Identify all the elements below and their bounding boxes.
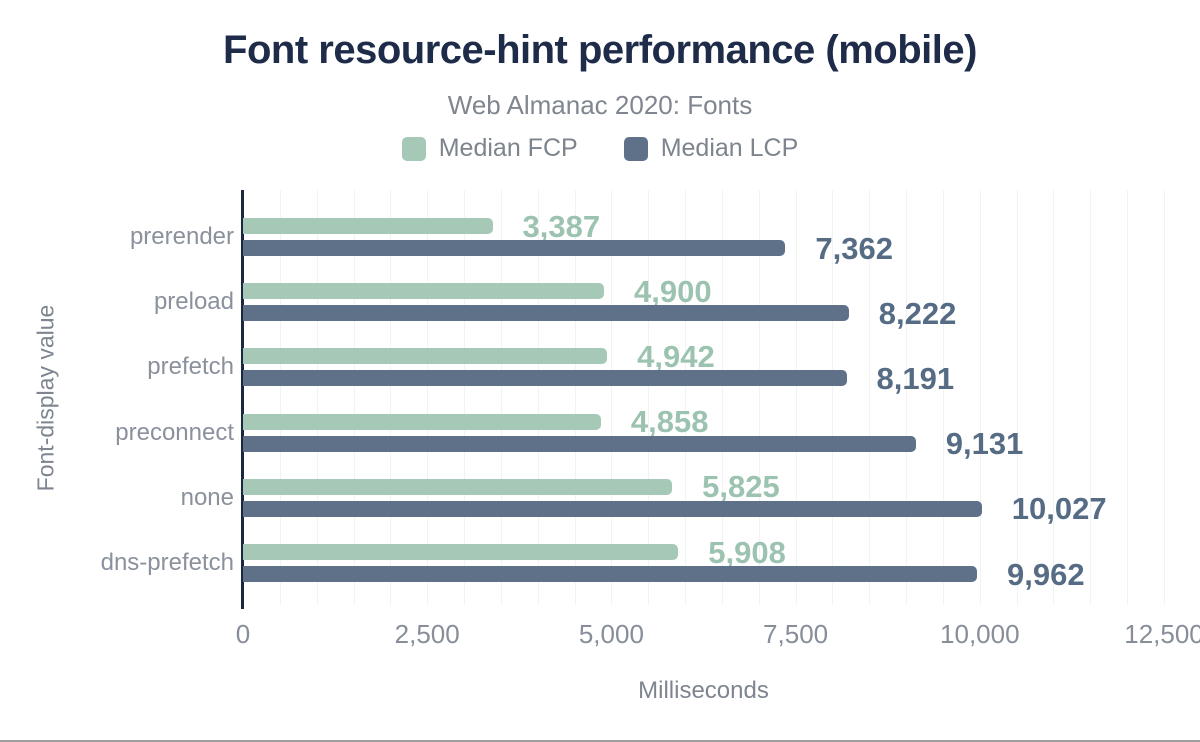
- gridline: [427, 190, 429, 605]
- bar-median-fcp: [243, 218, 493, 234]
- bar-median-fcp: [243, 348, 608, 365]
- gridline: [1164, 190, 1165, 605]
- bar-row: 3,387: [243, 211, 1164, 242]
- bar-value-label: 10,027: [1011, 491, 1107, 527]
- bar-group-prerender: prerender 3,387 7,362: [130, 211, 1164, 264]
- bar-value-label: 8,191: [876, 360, 955, 396]
- bar-value-label: 8,222: [878, 295, 957, 331]
- category-label: preload: [153, 288, 234, 316]
- bar-median-lcp: [243, 435, 916, 452]
- bar-value-label: 9,962: [1007, 556, 1085, 592]
- bar-group-preconnect: preconnect 4,858 9,131: [115, 406, 1164, 459]
- gridline: [279, 190, 281, 605]
- legend-label-fcp: Median FCP: [438, 134, 578, 162]
- category-label: dns-prefetch: [100, 549, 234, 576]
- bar-row: 5,825: [243, 471, 1164, 502]
- gridline: [390, 190, 392, 605]
- bar-value-label: 3,387: [522, 208, 601, 244]
- legend-item-median-fcp: Median FCP: [401, 134, 578, 163]
- bar-group-prefetch: prefetch 4,942 8,191: [147, 341, 1164, 394]
- bar-group-none: none 5,825 10,027: [181, 471, 1164, 524]
- legend-swatch-fcp-icon: [401, 136, 426, 161]
- gridline: [795, 190, 797, 605]
- bar-median-fcp: [243, 544, 679, 560]
- bar-median-lcp: [243, 305, 849, 322]
- gridline: [464, 190, 466, 605]
- y-axis-line: [241, 190, 244, 609]
- bar-row: 4,858: [243, 406, 1164, 437]
- bar-value-label: 9,131: [945, 426, 1024, 462]
- gridline: [942, 190, 944, 605]
- x-tick-label: 7,500: [763, 619, 829, 649]
- x-tick-label: 10,000: [940, 619, 1020, 649]
- bar-row: 8,222: [243, 298, 1164, 329]
- bar-row: 4,900: [243, 276, 1164, 307]
- bar-row: 7,362: [243, 233, 1164, 264]
- bar-row: 4,942: [243, 341, 1164, 372]
- chart-subtitle: Web Almanac 2020: Fonts: [447, 90, 753, 120]
- bar-value-label: 5,908: [708, 534, 786, 570]
- gridline: [832, 190, 834, 605]
- gridline: [648, 190, 650, 605]
- x-tick-label: 2,500: [394, 619, 460, 649]
- gridline: [1053, 190, 1055, 605]
- gridline: [611, 190, 613, 605]
- category-label: none: [180, 483, 234, 511]
- gridline: [574, 190, 576, 605]
- chart-title: Font resource-hint performance (mobile): [223, 28, 977, 72]
- gridline: [721, 190, 723, 605]
- legend-label-lcp: Median LCP: [660, 134, 799, 162]
- bar-group-dns-prefetch: dns-prefetch 5,908 9,962: [101, 537, 1164, 590]
- gridline: [906, 190, 908, 605]
- bar-median-lcp: [243, 370, 847, 387]
- bar-group-preload: preload 4,900 8,222: [154, 276, 1164, 329]
- y-axis-title: Font-display value: [32, 304, 59, 492]
- bar-median-fcp: [243, 283, 605, 300]
- gridline: [1016, 190, 1018, 605]
- bar-median-lcp: [243, 566, 977, 582]
- bar-value-label: 4,942: [637, 338, 715, 374]
- legend-item-median-lcp: Median LCP: [623, 134, 799, 163]
- gridline: [353, 190, 355, 605]
- bar-row: 10,027: [243, 493, 1164, 524]
- gridline: [1090, 190, 1092, 605]
- bar-row: 5,908: [243, 537, 1164, 568]
- bar-value-label: 5,825: [702, 469, 780, 505]
- bar-median-lcp: [243, 500, 982, 517]
- bar-row: 8,191: [243, 363, 1164, 394]
- bar-value-label: 4,858: [630, 404, 709, 440]
- x-axis-title: Milliseconds: [638, 677, 769, 704]
- plot-area: Milliseconds prerender 3,387 7,362 preload 4…: [101, 190, 1200, 704]
- x-tick-label: 5,000: [578, 619, 644, 649]
- category-label: prerender: [129, 223, 234, 250]
- gridline: [1127, 190, 1129, 605]
- gridline: [316, 190, 318, 605]
- gridline: [979, 190, 981, 605]
- window-bottom-edge: [0, 740, 1200, 742]
- bar-value-label: 7,362: [815, 230, 893, 266]
- category-label: prefetch: [147, 353, 234, 381]
- category-label: preconnect: [115, 418, 234, 446]
- legend: Median FCP Median LCP: [0, 134, 1200, 163]
- gridline: [685, 190, 687, 605]
- x-tick-label: 12,500: [1124, 619, 1200, 649]
- gridline: [758, 190, 760, 605]
- bar-row: 9,962: [243, 559, 1164, 590]
- bar-median-fcp: [243, 413, 601, 430]
- legend-swatch-lcp-icon: [623, 136, 648, 161]
- gridline: [500, 190, 502, 605]
- bar-row: 9,131: [243, 428, 1164, 459]
- x-tick-label: 0: [235, 619, 251, 649]
- bar-median-lcp: [243, 240, 786, 256]
- bar-median-fcp: [243, 478, 673, 495]
- gridline: [537, 190, 539, 605]
- bar-value-label: 4,900: [634, 273, 712, 309]
- gridline: [869, 190, 871, 605]
